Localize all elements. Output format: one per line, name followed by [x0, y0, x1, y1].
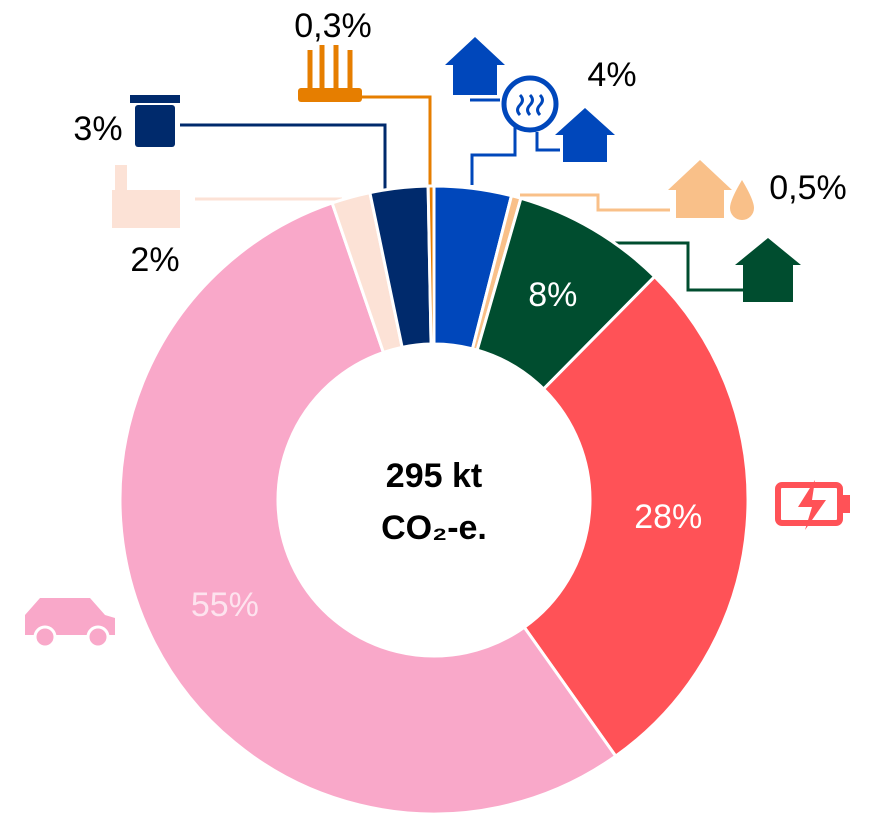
house-icon	[668, 160, 732, 218]
leader-line	[520, 193, 670, 212]
leader-line	[535, 132, 560, 152]
car-icon	[25, 598, 115, 635]
drop-icon	[730, 180, 754, 220]
house-icon	[445, 37, 505, 95]
center-value: 295 kt	[386, 457, 482, 495]
value-label: 55%	[191, 586, 259, 624]
value-label: 4%	[587, 56, 636, 94]
donut-segment	[522, 274, 750, 759]
decor	[180, 95, 745, 292]
factory-icon	[112, 190, 180, 228]
car-wheel	[86, 625, 110, 649]
leader-line	[180, 123, 387, 190]
factory-chimney	[115, 165, 127, 193]
value-label: 3%	[73, 110, 122, 148]
value-label: 0,5%	[769, 169, 847, 207]
house-icon	[555, 108, 615, 162]
value-label: 8%	[528, 276, 577, 314]
bin-lid	[130, 95, 180, 103]
value-label: 0,3%	[294, 7, 372, 45]
value-label: 2%	[130, 241, 179, 279]
bin-icon	[135, 105, 175, 147]
house-icon	[735, 238, 801, 302]
bolt-icon	[798, 480, 826, 530]
grain-stalks	[307, 45, 353, 88]
battery-tip	[842, 495, 850, 513]
value-label: 28%	[634, 498, 702, 536]
icons	[25, 37, 850, 649]
leader-line	[362, 95, 432, 185]
leader-line	[610, 241, 745, 292]
grain-icon	[298, 88, 362, 102]
car-wheel	[33, 625, 57, 649]
segments	[118, 184, 750, 816]
donut-segment	[426, 184, 436, 346]
donut-segment	[118, 201, 618, 816]
leader-line	[470, 120, 517, 185]
heat-waves	[516, 93, 544, 117]
center-unit: CO₂-e.	[381, 509, 487, 547]
